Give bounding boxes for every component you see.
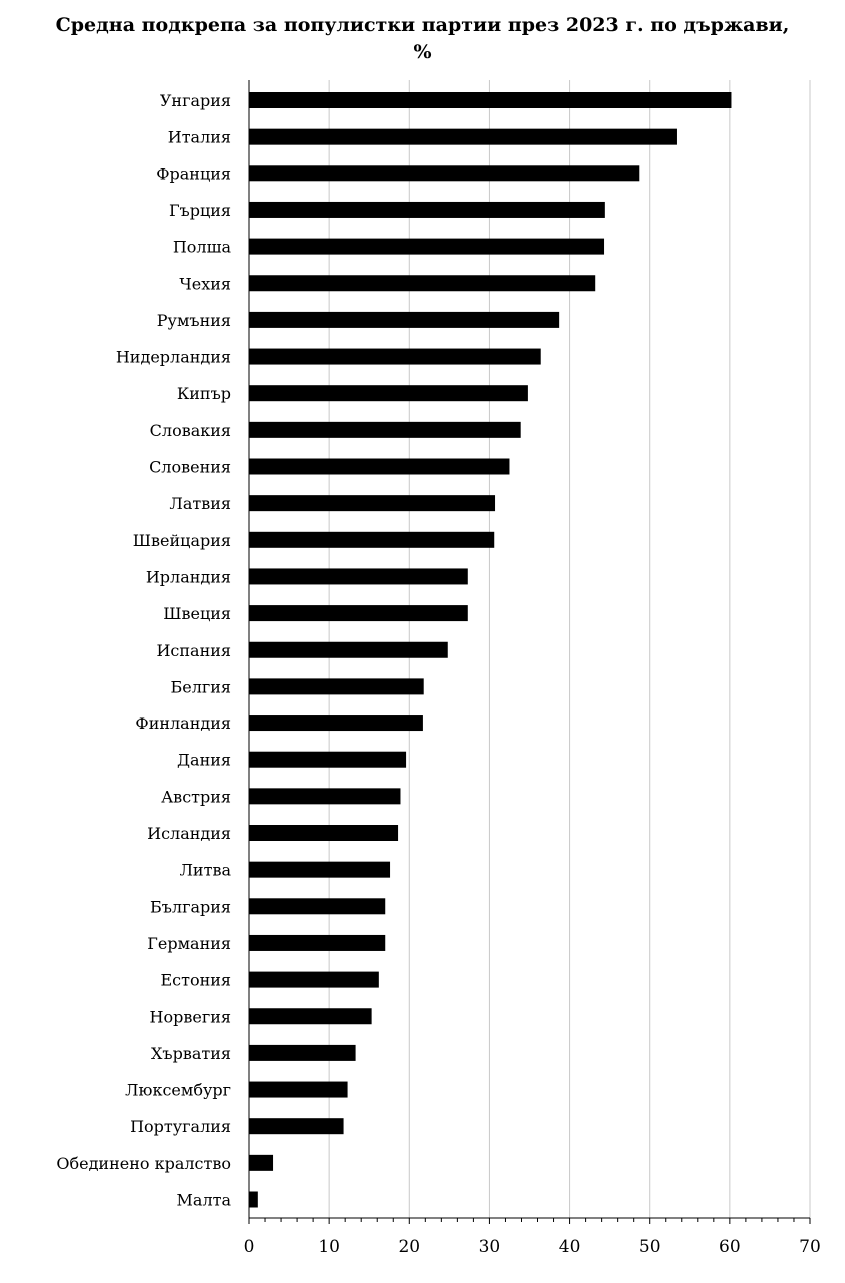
bar [249, 275, 596, 292]
category-label: Литва [180, 861, 232, 880]
category-label: Хърватия [151, 1044, 231, 1063]
category-label: Испания [156, 641, 231, 660]
bar [249, 568, 468, 585]
category-label: Унгария [160, 91, 231, 110]
bar [249, 531, 495, 548]
bar [249, 92, 732, 108]
bar [249, 311, 560, 328]
bar [249, 641, 448, 658]
bar [249, 348, 541, 365]
bar [249, 1044, 356, 1061]
category-label: Естония [160, 971, 231, 990]
bar [249, 715, 423, 732]
bar [249, 385, 528, 402]
bar [249, 751, 407, 768]
bar [249, 1154, 274, 1171]
chart-title-line-2: % [413, 41, 432, 63]
x-tick-label: 0 [244, 1237, 255, 1257]
bar [249, 128, 677, 145]
bar [249, 495, 496, 512]
category-label: Германия [147, 934, 231, 953]
category-label: Полша [173, 238, 232, 257]
bar [249, 1118, 344, 1135]
category-label: Малта [177, 1191, 232, 1210]
category-label: Италия [168, 128, 231, 147]
category-label: Словения [149, 458, 231, 477]
category-label: Дания [177, 751, 231, 770]
bar [249, 678, 424, 695]
category-label: Швейцария [133, 531, 231, 550]
category-label: Латвия [169, 494, 231, 513]
category-label: Нидерландия [116, 348, 231, 367]
x-tick-label: 70 [799, 1237, 821, 1257]
category-label: Кипър [177, 384, 231, 403]
chart-title: Средна подкрепа за популистки партии пре… [0, 12, 845, 66]
category-label: Словакия [150, 421, 231, 440]
x-tick-label: 10 [318, 1237, 340, 1257]
category-label: България [150, 897, 231, 916]
bar [249, 971, 379, 988]
x-tick-label: 50 [639, 1237, 661, 1257]
bar [249, 605, 468, 622]
category-label: Франция [156, 164, 231, 183]
category-label: Исландия [147, 824, 231, 843]
x-tick-label: 30 [479, 1237, 501, 1257]
bar [249, 1008, 372, 1025]
category-label: Австрия [161, 787, 231, 806]
bar [249, 1081, 348, 1098]
bar [249, 458, 510, 475]
bar [249, 421, 521, 438]
x-tick-label: 40 [559, 1237, 581, 1257]
category-label: Норвегия [150, 1007, 231, 1026]
category-label: Обединено кралство [56, 1154, 231, 1173]
x-tick-label: 60 [719, 1237, 741, 1257]
category-label: Люксембург [125, 1081, 231, 1100]
x-tick-label: 20 [398, 1237, 420, 1257]
category-label: Португалия [130, 1117, 231, 1136]
bar [249, 825, 399, 841]
category-label: Белгия [170, 677, 231, 696]
category-label: Чехия [179, 274, 231, 293]
category-label: Швеция [163, 604, 231, 623]
bar [249, 898, 386, 915]
chart-title-line-1: Средна подкрепа за популистки партии пре… [55, 14, 790, 36]
bar [249, 1191, 258, 1208]
category-label: Финландия [135, 714, 231, 733]
bar [249, 201, 605, 218]
bar [249, 238, 605, 255]
category-label: Румъния [157, 311, 231, 330]
bar [249, 165, 640, 182]
bar [249, 934, 386, 951]
category-label: Ирландия [146, 567, 231, 586]
bar [249, 788, 401, 805]
category-label: Гърция [169, 201, 231, 220]
bar [249, 861, 391, 878]
